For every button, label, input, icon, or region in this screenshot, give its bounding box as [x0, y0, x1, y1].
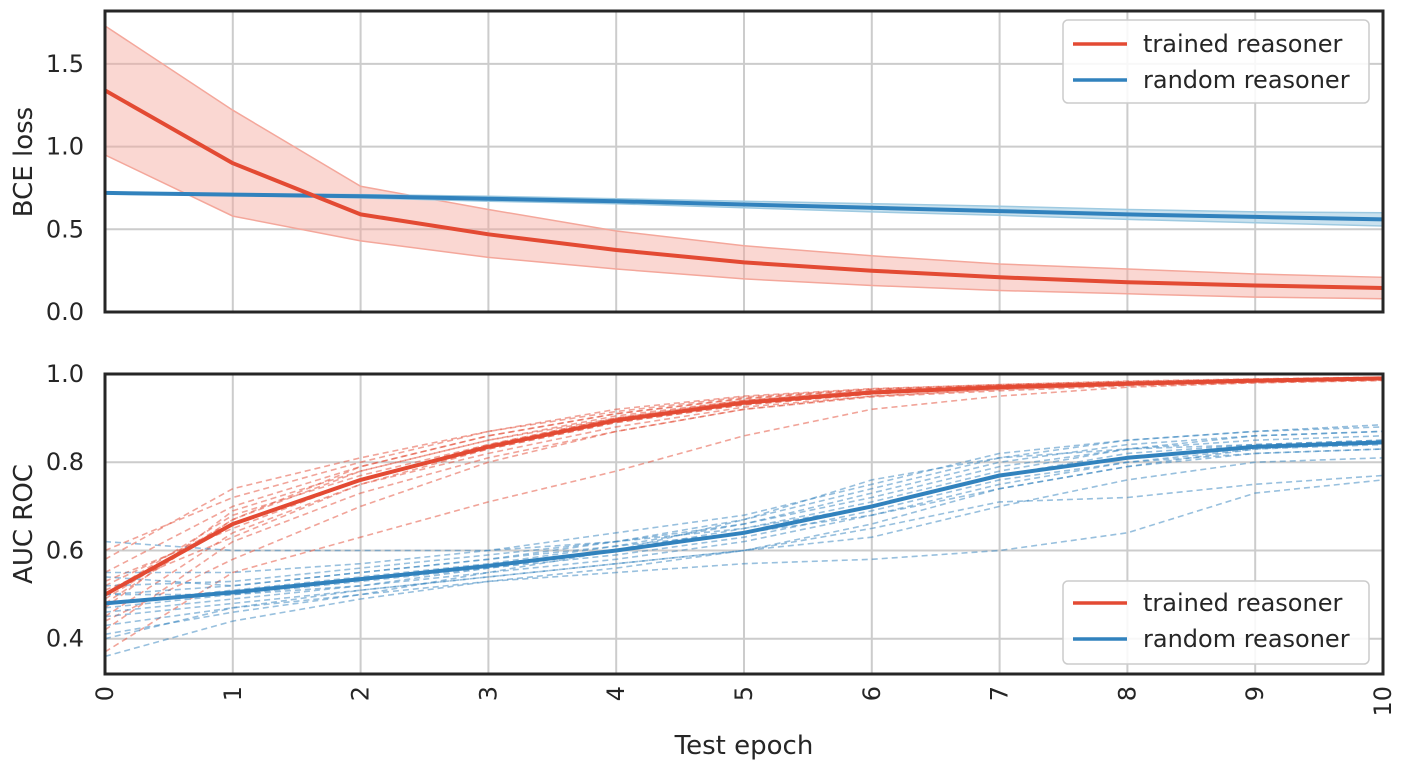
auc-y-tick-label: 0.6 — [46, 536, 84, 564]
auc-random-run-line — [104, 430, 1384, 605]
auc-trained-mean-line — [104, 376, 1384, 597]
bce-trained-line — [104, 88, 1384, 290]
auc-random-run-line — [104, 448, 1384, 609]
auc-random-run-line — [105, 426, 1384, 574]
bce-axes-frame — [103, 9, 1385, 314]
auc-trained-run-line — [104, 379, 1384, 631]
bce-loss-panel: 0.0 0.5 1.0 1.5 BCE loss trained reasoner r… — [9, 9, 1385, 326]
auc-legend-random-label: random reasoner — [1143, 625, 1350, 653]
auc-random-mean-line — [104, 440, 1384, 606]
bce-y-tick-label: 1.5 — [46, 50, 84, 78]
auc-y-tick-labels: 0.4 0.6 0.8 1.0 — [46, 360, 84, 653]
auc-random-run-line — [105, 430, 1384, 596]
x-tick-label: 2 — [347, 686, 375, 701]
x-tick-label: 1 — [219, 686, 247, 701]
auc-trained-run-line — [104, 377, 1384, 605]
bce-lines — [104, 88, 1384, 290]
auc-mean-lines — [104, 376, 1384, 606]
x-tick-label: 9 — [1241, 686, 1269, 701]
x-tick-label: 10 — [1369, 686, 1397, 717]
bce-y-tick-labels: 0.0 0.5 1.0 1.5 — [46, 50, 84, 326]
auc-axes-frame — [103, 372, 1385, 676]
bce-legend-random-label: random reasoner — [1143, 66, 1350, 94]
x-tick-label: 4 — [602, 686, 630, 701]
auc-trained-run-line — [104, 376, 1384, 552]
bce-legend: trained reasoner random reasoner — [1062, 19, 1370, 104]
auc-y-tick-label: 0.8 — [46, 448, 84, 476]
bce-y-tick-label: 0.0 — [46, 298, 84, 326]
auc-legend-trained-label: trained reasoner — [1143, 589, 1342, 617]
auc-trained-run-line — [104, 378, 1384, 618]
x-tick-label: 5 — [730, 686, 758, 701]
x-tick-label: 8 — [1113, 686, 1141, 701]
auc-y-tick-label: 0.4 — [46, 625, 84, 653]
bce-legend-box — [1062, 19, 1370, 104]
bce-y-tick-label: 0.5 — [46, 215, 84, 243]
x-tick-label: 6 — [858, 686, 886, 701]
auc-random-run-line — [104, 479, 1384, 627]
bce-y-axis-label: BCE loss — [9, 107, 39, 217]
auc-roc-panel: 0.4 0.6 0.8 1.0 AUC ROC trained reasoner ra… — [9, 360, 1385, 676]
auc-legend: trained reasoner random reasoner — [1062, 580, 1370, 665]
auc-y-tick-label: 1.0 — [46, 360, 84, 388]
auc-y-axis-label: AUC ROC — [9, 464, 39, 584]
auc-random-run-line — [104, 443, 1384, 613]
auc-legend-box — [1062, 580, 1370, 665]
auc-random-run-line — [104, 448, 1384, 658]
bce-legend-trained-label: trained reasoner — [1143, 30, 1342, 58]
x-axis-label: Test epoch — [674, 731, 814, 761]
bce-y-tick-label: 1.0 — [46, 133, 84, 161]
x-tick-label: 3 — [474, 686, 502, 701]
auc-random-run-line — [104, 474, 1384, 618]
x-tick-label: 0 — [91, 686, 119, 701]
x-tick-labels: 0 1 2 3 4 5 6 7 8 9 10 — [91, 686, 1397, 717]
auc-random-run-line — [104, 439, 1384, 636]
auc-random-run-line — [104, 423, 1384, 587]
x-tick-label: 7 — [986, 686, 1014, 701]
